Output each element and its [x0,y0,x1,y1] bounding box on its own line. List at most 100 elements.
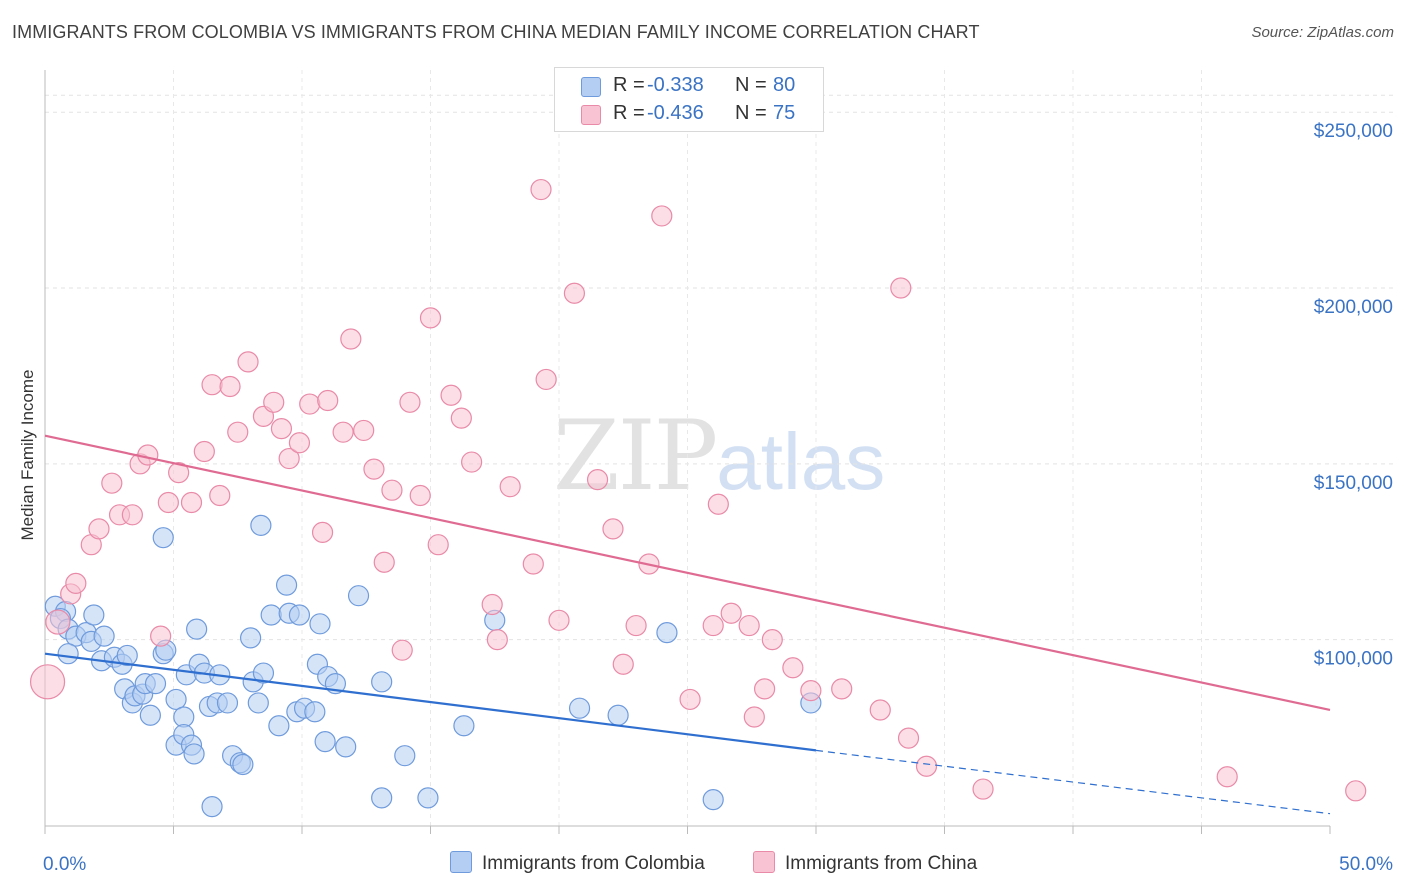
point-china [193,440,215,463]
point-china [168,462,190,484]
point-china [150,625,172,647]
point-china [427,534,449,556]
y-tick-label: $100,000 [1314,649,1393,670]
point-china [720,602,742,624]
point-china [121,504,143,526]
legend-r-label: R = [613,102,645,124]
point-colombia [347,585,370,607]
point-china [1216,766,1238,788]
bottom-legend-colombia: Immigrants from Colombia [450,851,705,875]
point-china [237,351,259,373]
grid-lines [45,70,1395,826]
axes [44,70,1331,834]
x-tick-label-left: 0.0% [43,854,86,875]
y-tick-label: $200,000 [1314,297,1393,318]
legend-row-china: R = -0.436 N = 75 [555,99,823,129]
point-colombia [371,787,393,809]
point-colombia [702,789,724,811]
point-colombia [260,604,282,626]
bottom-legend-label-colombia: Immigrants from Colombia [482,853,705,874]
point-china [651,205,673,227]
point-china [263,391,285,413]
axis-labels: $100,000 $150,000 $200,000 $250,000 0.0% 50.0… [18,121,1393,875]
point-china [65,572,87,594]
point-colombia [165,688,187,711]
point-china [679,688,701,711]
y-tick-label: $250,000 [1314,121,1393,142]
trend-line-china [44,434,1331,712]
point-colombia [247,692,269,714]
trend-line-colombia-extension [815,749,1331,815]
point-colombia [453,715,475,737]
y-axis-label: Median Family Income [18,369,37,540]
legend-n-label: N = [735,102,767,124]
point-china [373,551,395,573]
point-china [450,407,472,429]
point-china [782,657,804,679]
source-label: Source: ZipAtlas.com [1251,24,1394,41]
point-china [743,706,765,728]
legend-r-value: -0.436 [647,102,704,124]
point-colombia [304,701,326,723]
point-colombia [417,787,439,809]
bottom-legend-label-china: Immigrants from China [785,853,978,874]
point-china [209,484,231,507]
point-china [612,653,634,675]
point-colombia [116,644,138,667]
point-china [486,629,508,651]
point-china [890,277,912,299]
legend-r-label: R = [613,74,645,96]
point-china [522,553,544,575]
point-china [227,421,249,443]
legend-swatch-colombia [581,77,601,97]
point-colombia [607,704,629,726]
point-colombia [309,613,331,635]
point-china [535,368,557,391]
watermark-atlas: atlas [716,417,886,506]
point-china [101,472,123,494]
legend-n-value: 80 [773,74,796,96]
point-china [440,384,462,406]
point-colombia [144,672,167,695]
bottom-legend-china: Immigrants from China [753,851,977,875]
point-china [602,518,624,540]
point-china [548,609,570,631]
point-china [915,755,938,777]
point-china [753,678,776,700]
point-colombia [314,731,336,753]
point-china [299,393,321,415]
point-colombia [57,643,79,665]
point-china [586,469,609,491]
point-colombia [288,604,311,626]
point-china [381,479,403,501]
point-china [831,678,853,700]
data-points [29,178,1367,818]
point-colombia [83,604,105,626]
legend-box: R = -0.338 N = 80 R = -0.436 N = 75 [554,67,824,132]
point-china [738,614,760,637]
point-colombia [568,697,591,719]
point-china [707,493,729,515]
point-china [270,418,293,440]
point-china [180,491,203,514]
bottom-legend-swatch-china [753,851,775,873]
point-china [317,389,339,412]
point-china [391,639,413,661]
point-china [363,458,385,480]
point-colombia [186,618,208,640]
point-china [869,699,891,721]
chart-title: IMMIGRANTS FROM COLOMBIA VS IMMIGRANTS F… [12,22,980,42]
x-tick-label-right: 50.0% [1339,854,1393,875]
trend-lines [44,434,1331,815]
point-china [897,727,920,749]
point-colombia [250,514,272,536]
point-colombia [275,574,298,596]
point-china [972,778,994,800]
point-china [409,484,431,507]
bottom-legend-swatch-colombia [450,851,472,873]
point-china [353,419,375,442]
point-colombia [93,625,115,647]
point-china [399,391,421,413]
point-china [278,447,300,470]
legend-r-value: -0.338 [647,74,704,96]
